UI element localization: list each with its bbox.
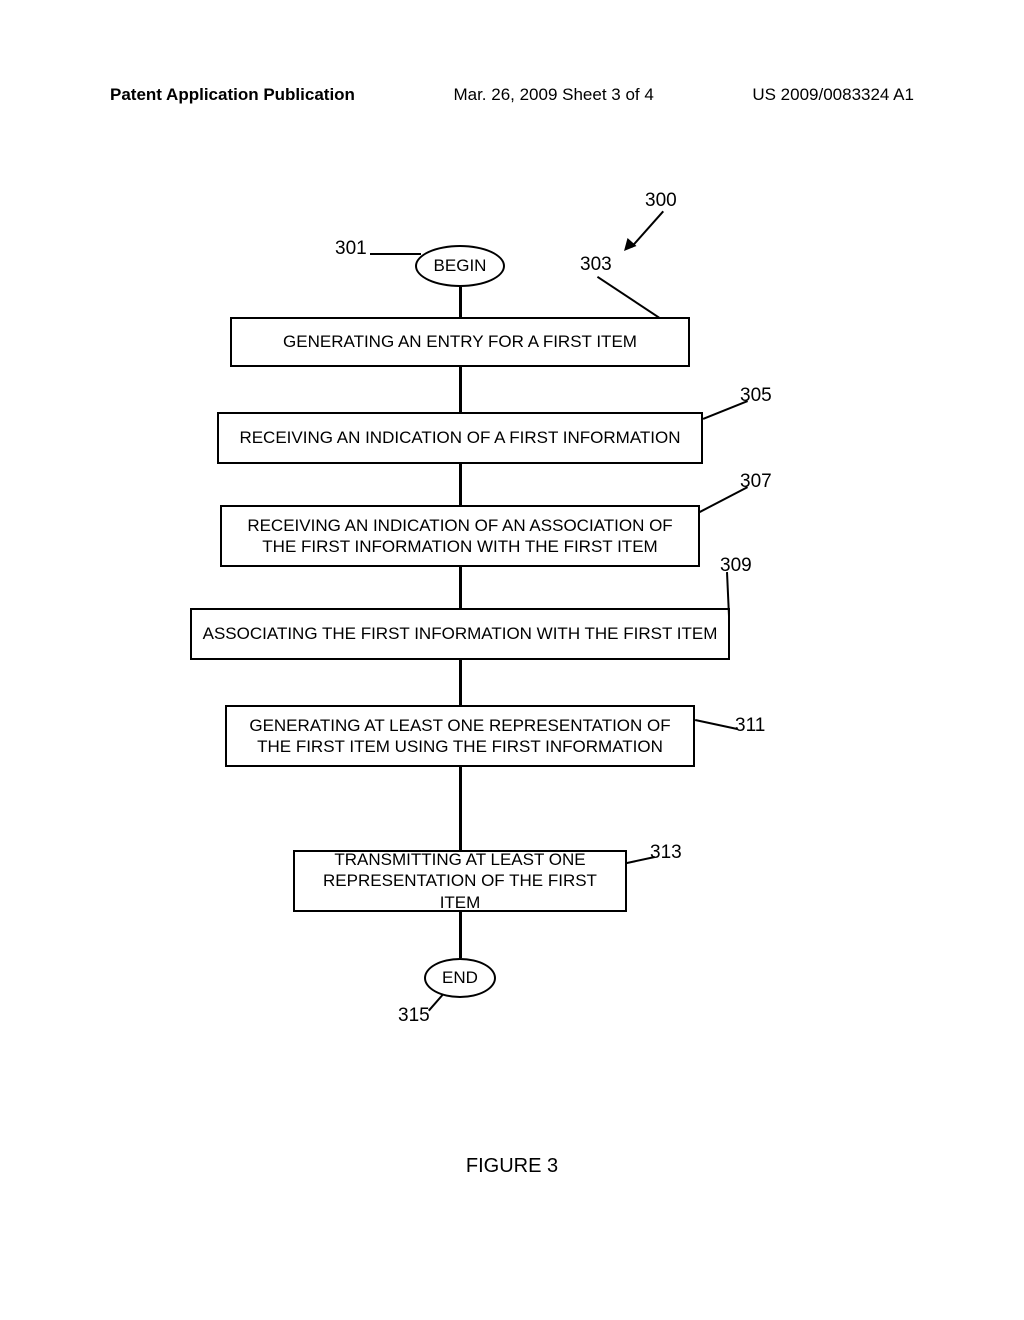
process-box-305: RECEIVING AN INDICATION OF A FIRST INFOR…: [217, 412, 703, 464]
ref-label-315: 315: [398, 1005, 430, 1027]
ref-label-311: 311: [735, 715, 765, 737]
process-box-313: TRANSMITTING AT LEAST ONEREPRESENTATION …: [293, 850, 627, 912]
ref-label-301: 301: [335, 238, 367, 260]
end-label: END: [442, 968, 478, 988]
process-box-311: GENERATING AT LEAST ONE REPRESENTATION O…: [225, 705, 695, 767]
ref-label-303: 303: [580, 254, 612, 276]
process-box-307: RECEIVING AN INDICATION OF AN ASSOCIATIO…: [220, 505, 700, 567]
figure-caption: FIGURE 3: [0, 1155, 1024, 1178]
process-text: TRANSMITTING AT LEAST ONEREPRESENTATION …: [305, 849, 615, 913]
end-terminator: END: [424, 958, 496, 998]
process-text: RECEIVING AN INDICATION OF AN ASSOCIATIO…: [247, 515, 672, 558]
process-text: ASSOCIATING THE FIRST INFORMATION WITH T…: [203, 623, 718, 644]
process-text: GENERATING AN ENTRY FOR A FIRST ITEM: [283, 331, 637, 352]
process-text: RECEIVING AN INDICATION OF A FIRST INFOR…: [239, 427, 680, 448]
process-box-309: ASSOCIATING THE FIRST INFORMATION WITH T…: [190, 608, 730, 660]
ref-label-313: 313: [650, 842, 682, 864]
ref-label-300: 300: [645, 190, 677, 212]
begin-terminator: BEGIN: [415, 245, 505, 287]
flowchart-canvas: BEGIN GENERATING AN ENTRY FOR A FIRST IT…: [0, 0, 1024, 1320]
process-box-303: GENERATING AN ENTRY FOR A FIRST ITEM: [230, 317, 690, 367]
ref-label-305: 305: [740, 385, 772, 407]
process-text: GENERATING AT LEAST ONE REPRESENTATION O…: [249, 715, 670, 758]
begin-label: BEGIN: [434, 256, 487, 276]
ref-label-309: 309: [720, 555, 752, 577]
